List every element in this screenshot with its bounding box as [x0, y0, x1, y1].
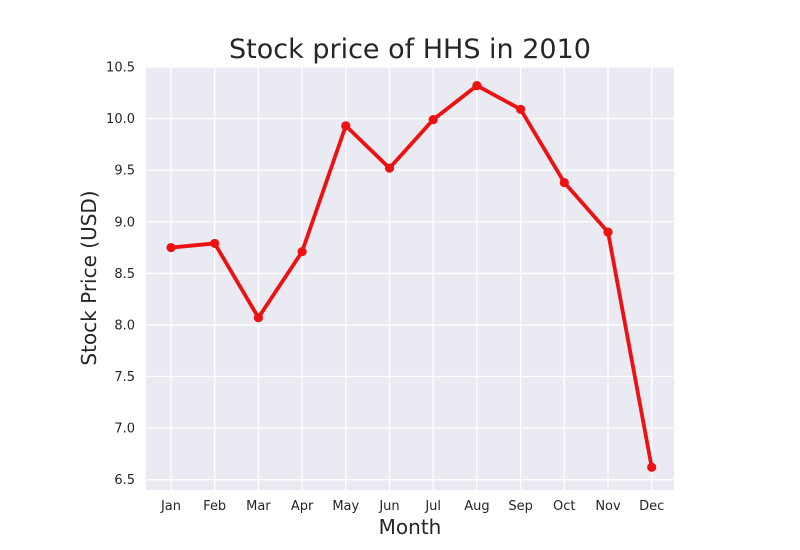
- x-tick-label: Dec: [639, 499, 664, 514]
- x-tick-label: Feb: [203, 499, 226, 514]
- x-tick-labels: Jan Feb Mar Apr May Jun Jul Aug Sep Oct Nov Dec: [160, 499, 664, 514]
- y-tick-label: 6.5: [114, 473, 135, 488]
- data-point: [428, 115, 438, 125]
- data-point: [210, 238, 220, 249]
- plot-area: [146, 67, 674, 490]
- y-tick-label: 8.5: [114, 267, 135, 282]
- x-tick-label: Mar: [246, 499, 271, 514]
- data-point: [516, 104, 526, 114]
- x-axis-title: Month: [379, 515, 442, 539]
- x-tick-label: Jan: [160, 499, 181, 514]
- data-point: [647, 462, 657, 472]
- data-point: [341, 121, 351, 131]
- x-tick-label: Jun: [378, 499, 399, 514]
- chart-title: Stock price of HHS in 2010: [229, 34, 591, 65]
- series-price: [166, 80, 657, 472]
- x-tick-label: Apr: [291, 499, 314, 514]
- x-tick-label: Oct: [553, 499, 575, 514]
- y-tick-label: 9.5: [114, 164, 135, 179]
- y-tick-label: 7.0: [114, 422, 135, 437]
- y-axis-title: Stock Price (USD): [77, 190, 101, 365]
- x-tick-label: May: [332, 499, 359, 514]
- series-line: [169, 83, 654, 470]
- y-tick-label: 8.0: [114, 318, 135, 333]
- y-tick-labels: 6.5 7.0 7.5 8.0 8.5 9.0 9.5 10.0 10.5: [106, 61, 135, 489]
- data-point: [472, 80, 482, 91]
- y-tick-label: 10.0: [106, 112, 135, 127]
- x-tick-label: Nov: [595, 499, 621, 514]
- y-tick-label: 10.5: [106, 61, 135, 76]
- data-point: [603, 227, 613, 237]
- x-tick-label: Jul: [424, 499, 441, 514]
- data-point: [166, 242, 176, 253]
- grid-lines: [146, 66, 674, 490]
- data-point: [297, 247, 307, 257]
- data-point: [384, 163, 395, 173]
- y-tick-label: 9.0: [114, 215, 135, 230]
- x-tick-label: Aug: [464, 499, 489, 514]
- x-tick-label: Sep: [508, 499, 533, 514]
- data-point: [559, 177, 569, 188]
- y-tick-label: 7.5: [114, 370, 135, 385]
- data-point: [253, 313, 263, 323]
